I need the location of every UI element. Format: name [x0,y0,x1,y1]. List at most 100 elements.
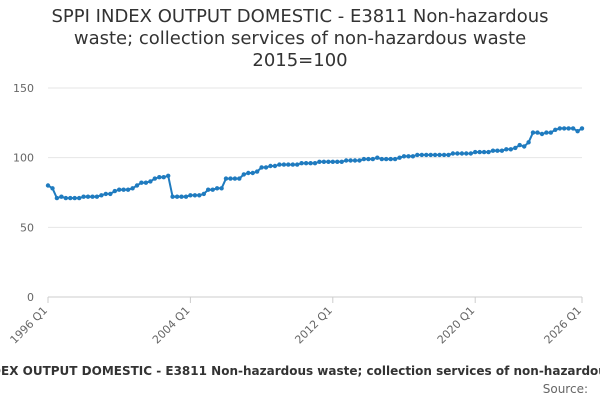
data-point [112,188,118,194]
legend-item-label[interactable]: SPPI INDEX OUTPUT DOMESTIC - E3811 Non-h… [0,364,600,378]
data-point [401,154,407,159]
x-tick-label-2020-q1: 2020 Q1 [435,304,478,347]
data-point [63,195,68,201]
data-point [166,173,171,178]
chart-title-line-1: SPPI INDEX OUTPUT DOMESTIC - E3811 Non-h… [51,6,549,27]
data-point [375,155,380,160]
data-point [553,127,558,132]
data-point [54,195,60,201]
y-tick-label-0: 0 [27,291,34,304]
data-point [241,172,246,177]
data-point [361,156,367,162]
data-point [437,152,442,158]
data-point [125,187,131,192]
data-point [99,193,104,198]
data-point [219,186,224,191]
data-point [481,149,487,155]
data-point [152,176,157,181]
data-point [77,195,82,201]
data-point [161,175,166,180]
data-point [464,151,469,156]
data-point [188,193,193,198]
data-point [428,152,433,158]
data-point [499,148,505,153]
data-point [108,191,113,197]
data-point [139,180,144,185]
data-point [299,161,304,166]
series-group [45,126,585,201]
data-point [68,195,73,201]
data-point [81,194,86,199]
data-point [308,161,313,166]
data-point [530,130,536,135]
data-point [303,161,309,166]
data-point [121,187,126,192]
data-point [370,156,375,162]
data-point [477,149,482,155]
data-point [295,162,300,167]
data-point [117,187,122,192]
data-point [94,194,100,199]
y-axis-tick-labels: 0 50 100 150 [13,82,34,304]
data-point [570,126,576,131]
data-point [250,170,255,176]
data-point [504,147,509,152]
data-point [192,193,198,198]
x-tick-label-2026-q1: 2026 Q1 [542,304,585,347]
data-point [272,163,278,169]
data-point [352,158,358,163]
source-label: Source: [542,382,588,396]
data-point [72,195,77,201]
data-point [223,176,229,181]
data-point [157,175,162,180]
data-point [415,152,420,158]
data-point [557,126,562,131]
data-point [197,193,202,198]
x-axis [47,297,583,303]
y-tick-label-150: 150 [13,82,34,95]
data-point [214,186,220,191]
data-point [232,176,238,181]
data-point [103,191,109,197]
chart-title: SPPI INDEX OUTPUT DOMESTIC - E3811 Non-h… [0,6,600,72]
y-tick-label-100: 100 [13,152,34,165]
y-tick-label-50: 50 [20,221,34,234]
data-point [432,152,438,158]
data-point [170,194,175,199]
data-point [210,187,215,192]
data-point [50,186,55,191]
chart-title-line-3: 2015=100 [252,50,348,71]
data-point [473,149,478,155]
data-point [321,159,327,164]
data-point [508,147,513,152]
x-tick-label-2012-q1: 2012 Q1 [292,304,335,347]
data-point [406,154,411,159]
data-point [459,151,465,156]
data-point [59,194,64,199]
data-point [539,131,545,137]
data-point [134,183,140,188]
data-point [441,152,447,158]
data-point [90,194,95,199]
data-point [286,162,291,167]
data-point [317,159,322,164]
data-point [281,162,287,167]
data-point [495,148,500,153]
data-point [575,129,580,134]
data-point [384,156,389,162]
data-point [143,180,149,185]
data-point [379,156,384,162]
data-point [357,158,362,163]
x-tick-label-2004-q1: 2004 Q1 [150,304,193,347]
data-point [201,191,206,197]
data-point [446,152,451,158]
data-point [246,170,251,176]
x-axis-tick-labels: 1996 Q1 2004 Q1 2012 Q1 2020 Q1 2026 Q1 [8,304,585,347]
data-point [397,155,402,160]
data-point [312,161,318,166]
data-point [468,151,473,156]
grid-lines [48,87,582,298]
data-point [410,154,416,159]
legend[interactable]: SPPI INDEX OUTPUT DOMESTIC - E3811 Non-h… [0,364,600,380]
data-point [424,152,429,158]
